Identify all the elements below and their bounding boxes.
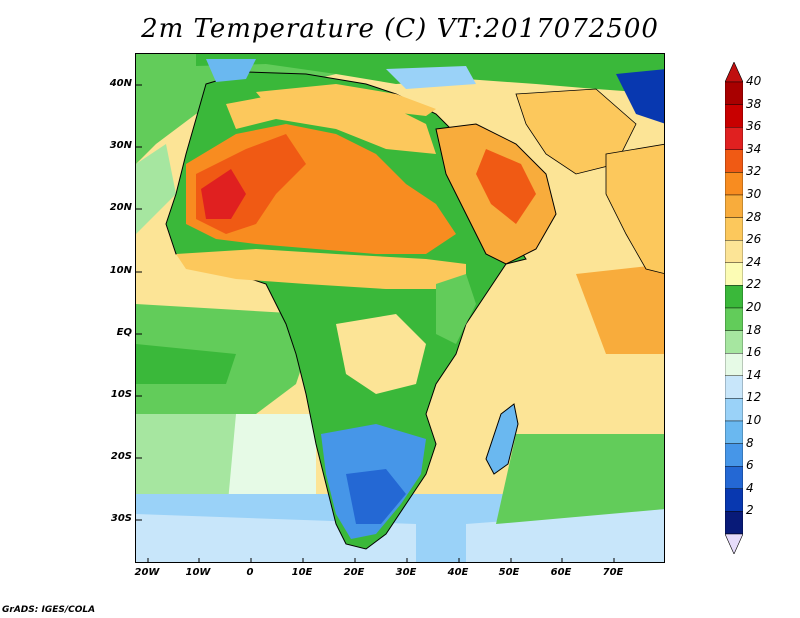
colorbar-segment (725, 217, 743, 241)
colorbar-label: 38 (746, 96, 762, 111)
colorbar-bottom-arrow (725, 533, 743, 554)
colorbar-segment (725, 511, 743, 535)
temperature-map (135, 53, 665, 563)
lat-label-20s: 20S (110, 451, 132, 462)
colorbar-segment (725, 126, 743, 150)
colorbar-segment (725, 307, 743, 331)
colorbar-segment (725, 262, 743, 286)
lat-label-40n: 40N (109, 78, 132, 89)
lon-label-60e: 60E (550, 567, 572, 578)
colorbar-label: 40 (746, 74, 762, 88)
colorbar-segment (725, 239, 743, 263)
graticule-ticks (136, 84, 615, 562)
colorbar-label: 14 (746, 367, 762, 382)
colorbar-label: 36 (746, 119, 762, 134)
lon-label-40e: 40E (447, 567, 469, 578)
lat-label-eq: EQ (116, 327, 132, 338)
lon-label-10e: 10E (291, 567, 313, 578)
lon-label-10w: 10W (185, 567, 211, 578)
colorbar-segment (725, 194, 743, 218)
arabia-hot-core (476, 149, 536, 224)
colorbar-label: 4 (746, 480, 754, 495)
colorbar-label: 6 (746, 458, 754, 473)
map-title: 2m Temperature (C) VT:2017072500 (141, 14, 659, 44)
iran-plateau (515, 88, 637, 175)
east-africa-highlands (436, 274, 476, 344)
colorbar-segment (725, 172, 743, 196)
colorbar-segment (725, 285, 743, 309)
colorbar-segment (725, 443, 743, 467)
colorbar (725, 62, 743, 554)
colorbar-label: 8 (746, 435, 754, 450)
southern-ocean-east (466, 509, 664, 562)
colorbar-label: 32 (746, 164, 762, 179)
colorbar-label: 22 (746, 277, 762, 292)
colorbar-segment (725, 466, 743, 490)
colorbar-label: 10 (746, 413, 762, 427)
mediterranean-sea (256, 84, 436, 116)
colorbar-label: 12 (746, 390, 762, 405)
lon-label-20w: 20W (134, 567, 160, 578)
lat-label-30n: 30N (109, 140, 132, 151)
europe-cool-patch (206, 59, 256, 82)
colorbar-label: 28 (746, 209, 762, 224)
colorbar-segment (725, 488, 743, 512)
colorbar-label: 30 (746, 187, 762, 201)
lon-label-0: 0 (246, 567, 254, 578)
temperature-field (136, 54, 664, 562)
lon-label-20e: 20E (343, 567, 365, 578)
madagascar (485, 403, 519, 475)
india (605, 143, 664, 274)
colorbar-label: 24 (746, 254, 762, 269)
southern-africa-cold (346, 469, 406, 524)
sahel-band (176, 249, 466, 289)
central-africa-mild (336, 314, 426, 394)
lon-label-70e: 70E (602, 567, 624, 578)
colorbar-segment (725, 375, 743, 399)
colorbar-top-arrow (725, 62, 743, 83)
lon-label-50e: 50E (498, 567, 520, 578)
colorbar-segment (725, 330, 743, 354)
lat-label-20n: 20N (109, 202, 132, 213)
colorbar-segment (725, 353, 743, 377)
colorbar-label: 34 (746, 141, 762, 156)
lat-label-10n: 10N (109, 265, 132, 276)
himalaya-cold (616, 69, 664, 124)
lon-label-30e: 30E (395, 567, 417, 578)
canary-current-waters (136, 144, 176, 234)
sahara-peak (201, 169, 246, 219)
lat-label-30s: 30S (110, 513, 132, 524)
colorbar-label: 2 (746, 503, 754, 518)
colorbar-segment (725, 398, 743, 422)
colorbar-label: 16 (746, 345, 762, 360)
arabian-sea-warm (576, 264, 664, 354)
credit-text: GrADS: IGES/COLA (2, 605, 96, 615)
colorbar-segment (725, 420, 743, 444)
colorbar-segment (725, 149, 743, 173)
turkey-cool (386, 66, 476, 89)
colorbar-label: 18 (746, 322, 762, 337)
colorbar-segment (725, 104, 743, 128)
lat-label-10s: 10S (110, 389, 132, 400)
colorbar-label: 26 (746, 232, 762, 247)
colorbar-label: 20 (746, 300, 762, 314)
equatorial-atlantic-core (136, 344, 236, 384)
southwest-indian-ocean (496, 434, 664, 524)
colorbar-segment (725, 81, 743, 105)
